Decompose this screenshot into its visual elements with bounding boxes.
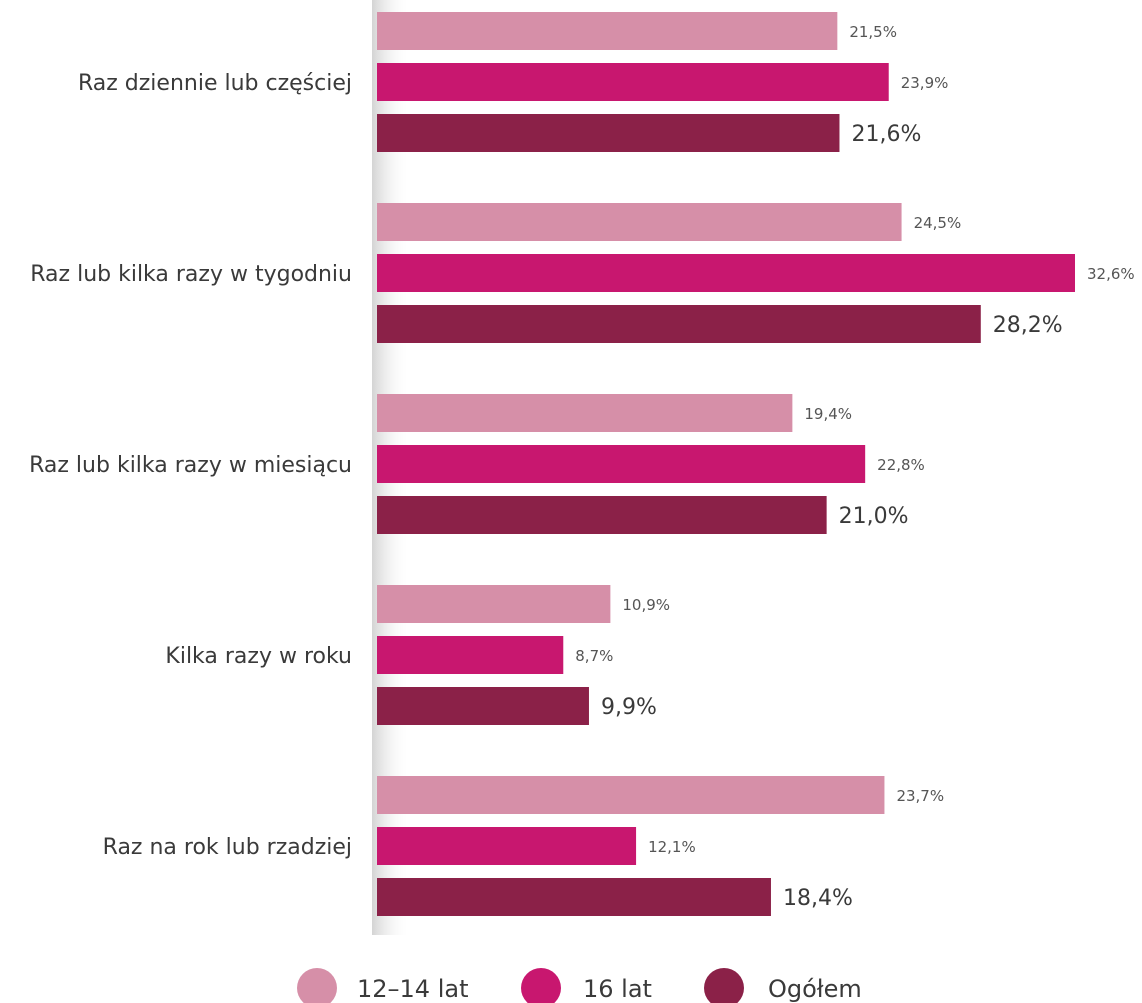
data-label: 19,4% — [804, 405, 852, 423]
bar — [377, 114, 840, 152]
legend-marker — [521, 968, 561, 1003]
bar — [377, 254, 1075, 292]
data-label: 24,5% — [914, 214, 962, 232]
category-label: Kilka razy w roku — [165, 644, 352, 669]
data-label: 32,6% — [1087, 265, 1135, 283]
bar — [377, 687, 589, 725]
category-label: Raz na rok lub rzadziej — [103, 835, 352, 860]
bar — [377, 496, 827, 534]
bar — [377, 636, 564, 674]
legend: 12–14 lat 16 lat Ogółem — [297, 968, 862, 1003]
data-label: 21,0% — [839, 504, 909, 529]
data-label: 9,9% — [601, 695, 657, 720]
legend-label: Ogółem — [768, 975, 862, 1003]
bar — [377, 585, 611, 623]
bar — [377, 12, 838, 50]
data-label: 8,7% — [575, 647, 613, 665]
bar — [377, 305, 981, 343]
category-label: Raz lub kilka razy w tygodniu — [30, 262, 352, 287]
data-label: 12,1% — [648, 838, 696, 856]
bar — [377, 776, 885, 814]
data-label: 23,7% — [896, 787, 944, 805]
bar — [377, 394, 793, 432]
legend-label: 12–14 lat — [357, 975, 469, 1003]
data-label: 21,5% — [849, 23, 897, 41]
data-label: 23,9% — [901, 74, 949, 92]
bar — [377, 878, 771, 916]
bar — [377, 445, 866, 483]
labels-layer: Raz dziennie lub częściej 21,5% 23,9% 21,6%… — [29, 23, 1135, 911]
bar — [377, 63, 889, 101]
bar — [377, 827, 637, 865]
data-label: 28,2% — [993, 313, 1063, 338]
bars-layer — [377, 12, 1075, 916]
bar — [377, 203, 902, 241]
category-label: Raz dziennie lub częściej — [78, 71, 352, 96]
data-label: 18,4% — [783, 886, 853, 911]
data-label: 21,6% — [851, 122, 921, 147]
legend-marker — [297, 968, 337, 1003]
legend-marker — [704, 968, 744, 1003]
data-label: 22,8% — [877, 456, 925, 474]
category-label: Raz lub kilka razy w miesiącu — [29, 453, 352, 478]
data-label: 10,9% — [622, 596, 670, 614]
legend-label: 16 lat — [583, 975, 652, 1003]
